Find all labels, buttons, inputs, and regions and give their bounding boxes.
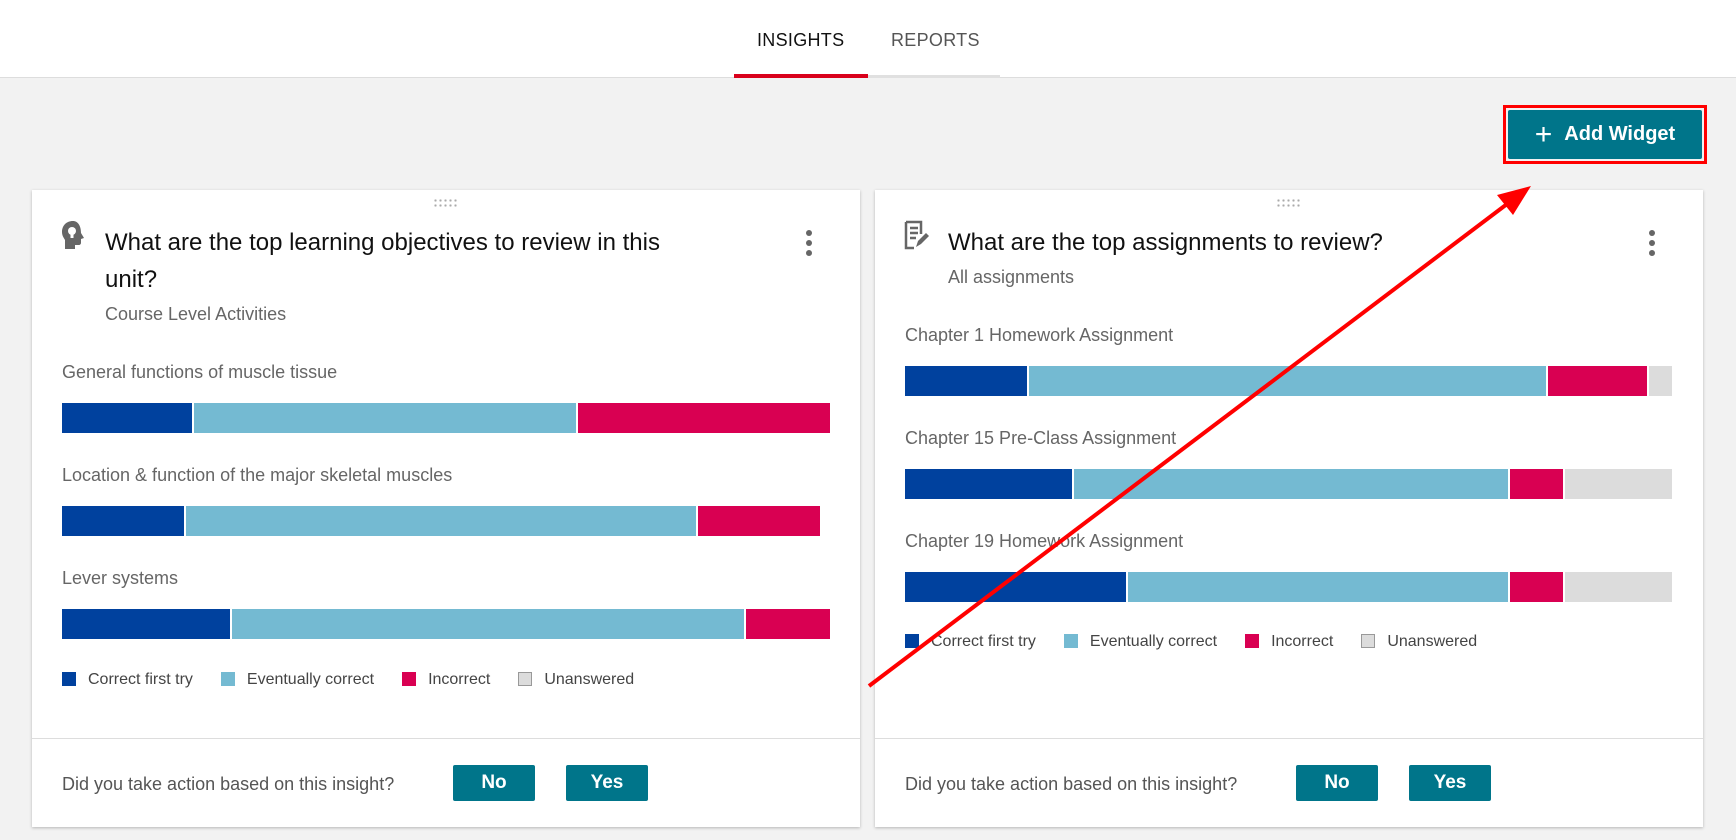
assignment-edit-icon bbox=[904, 220, 929, 250]
card-subtitle: Course Level Activities bbox=[105, 304, 287, 324]
legend-swatch bbox=[1063, 634, 1078, 648]
legend-item: Eventually correct bbox=[220, 671, 375, 689]
card-subtitle: All assignments bbox=[948, 267, 1075, 287]
legend: Correct first try Eventually correct Incor… bbox=[62, 671, 634, 689]
bar-segment-eventually-correct[interactable] bbox=[1127, 572, 1509, 602]
legend-item: Unanswered bbox=[518, 671, 634, 689]
bar-segment-unanswered[interactable] bbox=[822, 506, 831, 536]
bar-segment-unanswered[interactable] bbox=[1649, 366, 1673, 396]
bar-label: Location & function of the major skeleta… bbox=[62, 465, 453, 485]
more-options-icon[interactable] bbox=[1649, 230, 1655, 260]
bar-segment-unanswered[interactable] bbox=[1565, 572, 1672, 602]
bar-segment-eventually-correct[interactable] bbox=[232, 609, 744, 639]
drag-handle-icon[interactable] bbox=[1276, 198, 1302, 208]
more-options-icon[interactable] bbox=[806, 230, 812, 260]
stacked-bar[interactable] bbox=[905, 572, 1672, 602]
feedback-question: Did you take action based on this insigh… bbox=[905, 774, 1238, 794]
bar-label: Lever systems bbox=[62, 568, 179, 588]
bar-segment-eventually-correct[interactable] bbox=[1074, 469, 1509, 499]
legend-item: Correct first try bbox=[62, 671, 193, 689]
legend-label: Correct first try bbox=[931, 633, 1036, 650]
bar-label: General functions of muscle tissue bbox=[62, 362, 338, 382]
legend-swatch bbox=[62, 672, 76, 686]
legend-label: Incorrect bbox=[1271, 633, 1334, 650]
bar-segment-incorrect[interactable] bbox=[1548, 366, 1648, 396]
stacked-bar[interactable] bbox=[62, 609, 830, 639]
stacked-bar[interactable] bbox=[905, 469, 1672, 499]
bar-segment-correct-first-try[interactable] bbox=[905, 366, 1027, 396]
bar-segment-correct-first-try[interactable] bbox=[905, 572, 1126, 602]
bar-segment-unanswered[interactable] bbox=[1565, 469, 1672, 499]
insight-card-learning-objectives: What are the top learning objectives to … bbox=[32, 190, 860, 827]
tab-reports[interactable]: REPORTS bbox=[891, 30, 980, 50]
stacked-bar[interactable] bbox=[62, 403, 830, 433]
legend-item: Unanswered bbox=[1361, 633, 1477, 651]
legend: Correct first try Eventually correct Incor… bbox=[905, 633, 1477, 651]
no-button[interactable]: No bbox=[453, 765, 535, 801]
bar-segment-correct-first-try[interactable] bbox=[62, 609, 231, 639]
feedback-question: Did you take action based on this insigh… bbox=[62, 774, 395, 794]
bar-segment-incorrect[interactable] bbox=[577, 403, 830, 433]
add-widget-label: Add Widget bbox=[1564, 123, 1676, 145]
drag-handle-icon[interactable] bbox=[433, 198, 459, 208]
card-title: What are the top learning objectives to … bbox=[105, 229, 660, 293]
yes-button[interactable]: Yes bbox=[1409, 765, 1491, 801]
bar-label: Chapter 19 Homework Assignment bbox=[905, 531, 1184, 551]
legend-label: Eventually correct bbox=[246, 671, 375, 688]
legend-label: Unanswered bbox=[544, 671, 635, 688]
card-title: What are the top assignments to review? bbox=[948, 229, 1383, 256]
legend-swatch bbox=[220, 672, 235, 686]
bar-segment-incorrect[interactable] bbox=[1510, 469, 1564, 499]
legend-item: Incorrect bbox=[1245, 633, 1333, 651]
bar-label: Chapter 15 Pre-Class Assignment bbox=[905, 428, 1177, 448]
legend-swatch bbox=[402, 672, 417, 686]
bar-segment-eventually-correct[interactable] bbox=[193, 403, 576, 433]
legend-label: Unanswered bbox=[1387, 633, 1478, 650]
top-nav: INSIGHTS REPORTS bbox=[0, 0, 1736, 78]
plus-icon: + bbox=[1534, 117, 1553, 151]
bar-segment-correct-first-try[interactable] bbox=[905, 469, 1073, 499]
no-button[interactable]: No bbox=[1296, 765, 1378, 801]
legend-swatch bbox=[1361, 634, 1376, 648]
bar-segment-correct-first-try[interactable] bbox=[62, 506, 184, 536]
bar-segment-incorrect[interactable] bbox=[1510, 572, 1564, 602]
legend-label: Correct first try bbox=[88, 671, 193, 688]
stacked-bar[interactable] bbox=[62, 506, 831, 536]
legend-item: Correct first try bbox=[905, 633, 1036, 651]
add-widget-button[interactable]: + Add Widget bbox=[1508, 110, 1702, 159]
legend-item: Incorrect bbox=[402, 671, 490, 689]
bar-segment-eventually-correct[interactable] bbox=[185, 506, 697, 536]
bar-segment-incorrect[interactable] bbox=[745, 609, 830, 639]
active-tab-indicator bbox=[734, 74, 868, 78]
bar-segment-incorrect[interactable] bbox=[698, 506, 821, 536]
card-footer: Did you take action based on this insigh… bbox=[32, 738, 860, 827]
yes-button[interactable]: Yes bbox=[566, 765, 648, 801]
card-footer: Did you take action based on this insigh… bbox=[875, 738, 1703, 827]
stacked-bar[interactable] bbox=[905, 366, 1673, 396]
bar-segment-eventually-correct[interactable] bbox=[1028, 366, 1547, 396]
bar-label: Chapter 1 Homework Assignment bbox=[905, 325, 1174, 345]
head-lightbulb-icon bbox=[62, 221, 84, 249]
legend-label: Eventually correct bbox=[1089, 633, 1218, 650]
legend-swatch bbox=[518, 672, 533, 686]
annotation-highlight-box: + Add Widget bbox=[1503, 105, 1707, 164]
tab-insights[interactable]: INSIGHTS bbox=[757, 30, 845, 50]
legend-swatch bbox=[1245, 634, 1260, 648]
legend-swatch bbox=[905, 634, 919, 648]
insight-card-assignments: What are the top assignments to review? … bbox=[875, 190, 1703, 827]
legend-item: Eventually correct bbox=[1063, 633, 1218, 651]
bar-segment-correct-first-try[interactable] bbox=[62, 403, 192, 433]
legend-label: Incorrect bbox=[428, 671, 491, 688]
